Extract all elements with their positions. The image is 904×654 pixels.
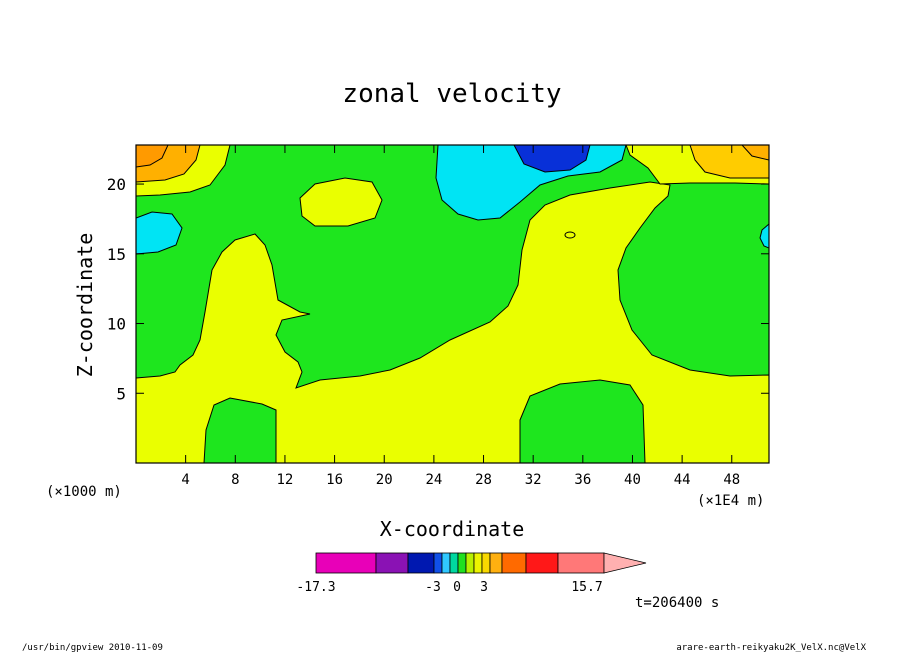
footer-right: arare-earth-reikyaku2K_VelX.nc@VelX <box>676 643 866 653</box>
colorbar-swatch <box>441 552 451 574</box>
colorbar-arrow <box>603 552 647 574</box>
colorbar-swatch <box>501 552 527 574</box>
x-tick-label: 28 <box>475 472 492 488</box>
chart-title: zonal velocity <box>342 79 561 109</box>
y-axis-ticks: 5 10 15 20 <box>107 175 769 403</box>
colorbar-labels: -17.3 -3 0 3 15.7 <box>296 580 602 595</box>
y-tick-label: 10 <box>107 315 126 334</box>
region-yellow-top <box>299 177 383 227</box>
colorbar-swatch <box>375 552 409 574</box>
y-tick-label: 15 <box>107 245 126 264</box>
x-axis-label: X-coordinate <box>380 517 525 541</box>
y-axis-label: Z-coordinate <box>73 233 97 378</box>
colorbar-label: 15.7 <box>571 580 602 595</box>
colorbar-swatch <box>481 552 491 574</box>
footer-left: /usr/bin/gpview 2010-11-09 <box>22 643 163 653</box>
x-tick-label: 40 <box>624 472 641 488</box>
x-tick-label: 36 <box>574 472 591 488</box>
y-tick-label: 5 <box>116 384 126 403</box>
x-tick-label: 12 <box>277 472 294 488</box>
colorbar-swatch <box>315 552 377 574</box>
region-green-lower-right <box>519 379 646 463</box>
colorbar-label: -17.3 <box>296 580 335 595</box>
colorbar-swatch <box>465 552 475 574</box>
colorbar-label: -3 <box>425 580 441 595</box>
colorbar-label: 3 <box>480 580 488 595</box>
x-tick-label: 48 <box>723 472 740 488</box>
time-label: t=206400 s <box>635 595 719 611</box>
colorbar-label: 0 <box>453 580 461 595</box>
region-green-lower-left <box>203 397 277 463</box>
colorbar-swatch <box>433 552 443 574</box>
colorbar-swatch <box>407 552 435 574</box>
small-contour <box>564 231 576 239</box>
region-orange-top-left-inner <box>136 145 169 168</box>
x-tick-label: 44 <box>674 472 691 488</box>
plot-frame <box>135 144 770 464</box>
x-tick-label: 16 <box>326 472 343 488</box>
colorbar-swatch <box>525 552 559 574</box>
x-tick-label: 8 <box>231 472 239 488</box>
y-tick-label: 20 <box>107 175 126 194</box>
x-tick-label: 20 <box>376 472 393 488</box>
region-cyan-right <box>759 223 769 249</box>
x-tick-label: 24 <box>425 472 442 488</box>
colorbar <box>315 552 647 574</box>
colorbar-swatch <box>457 552 467 574</box>
colorbar-swatch <box>489 552 503 574</box>
x-scale-note: (×1E4 m) <box>697 493 764 509</box>
region-orange-top-right-inner <box>741 145 769 161</box>
x-axis-ticks: 4 8 12 16 20 24 28 32 36 40 44 48 <box>181 145 740 488</box>
colorbar-swatch <box>449 552 459 574</box>
contour-plot-area <box>136 145 769 463</box>
y-scale-note: (×1000 m) <box>46 484 122 500</box>
colorbar-swatch <box>557 552 605 574</box>
colorbar-swatch <box>473 552 483 574</box>
x-tick-label: 4 <box>181 472 189 488</box>
x-tick-label: 32 <box>525 472 542 488</box>
